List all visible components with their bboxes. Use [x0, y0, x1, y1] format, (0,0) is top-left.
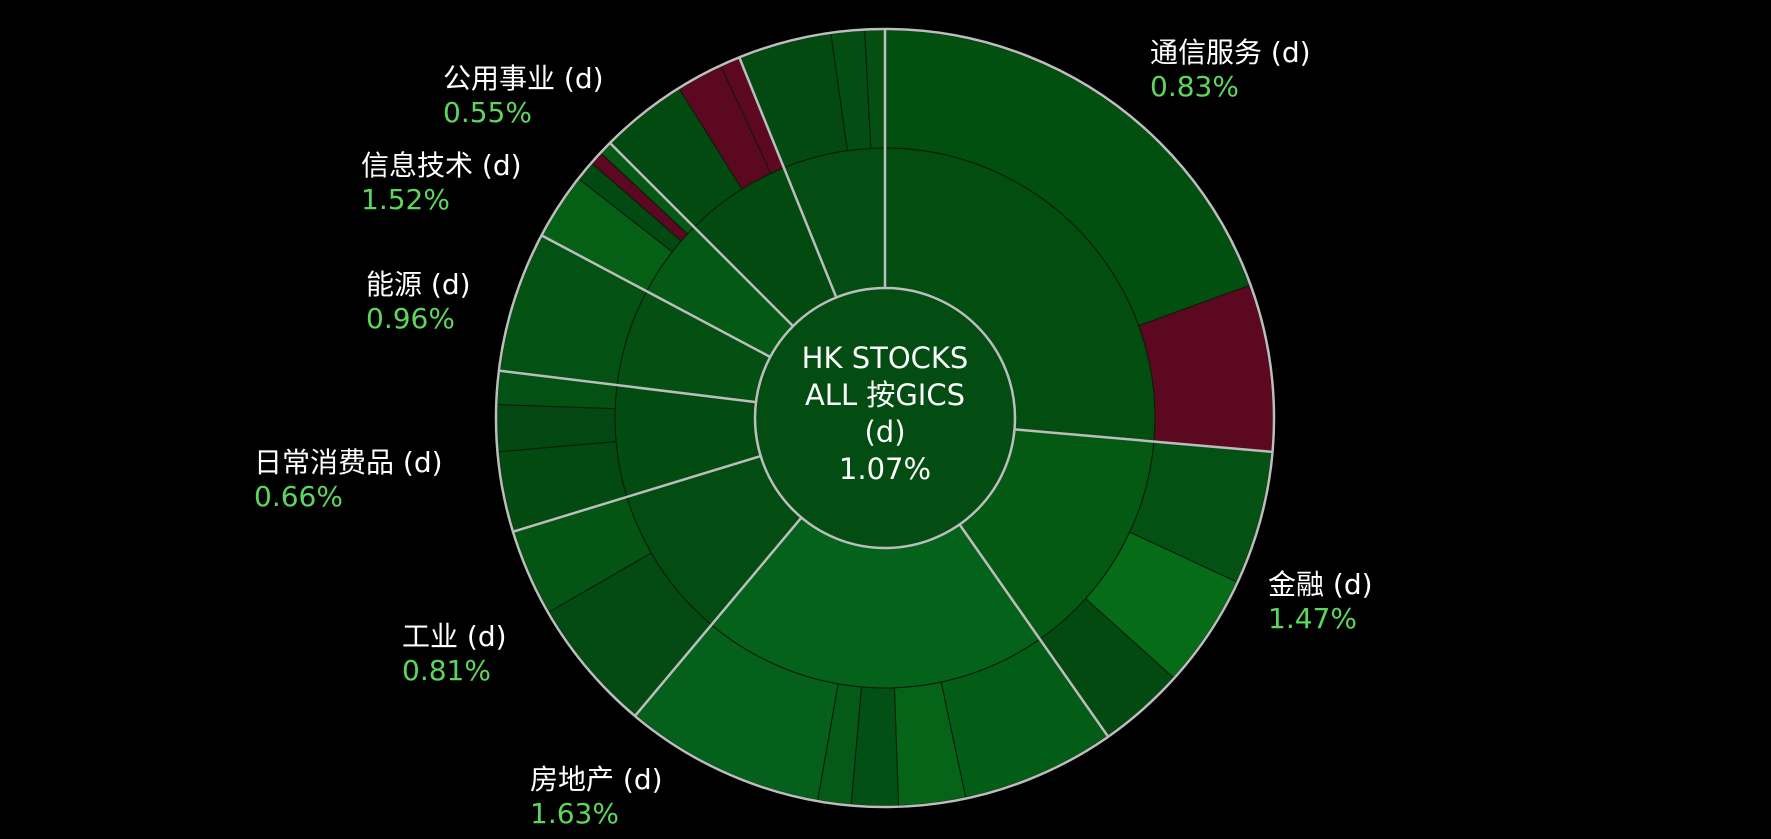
sector-name: 工业 (d) — [402, 620, 507, 653]
sector-divider — [513, 454, 762, 533]
sector-change: 0.83% — [1150, 70, 1239, 103]
label-industrials[interactable]: 工业 (d) 0.81% — [402, 620, 507, 688]
label-energy[interactable]: 能源 (d) 0.96% — [366, 268, 471, 336]
sector-divider — [609, 142, 794, 327]
sector-name: 通信服务 (d) — [1150, 36, 1311, 69]
sector-divider — [738, 57, 838, 298]
sector-change: 1.47% — [1268, 602, 1357, 635]
label-consumer-staples[interactable]: 日常消费品 (d) 0.66% — [254, 446, 443, 514]
sector-change: 0.66% — [254, 480, 343, 513]
sector-name: 公用事业 (d) — [443, 62, 604, 95]
label-comm-services[interactable]: 通信服务 (d) 0.83% — [1150, 36, 1311, 104]
sector-name: 日常消费品 (d) — [254, 446, 443, 479]
sector-divider — [541, 234, 771, 359]
label-financials[interactable]: 金融 (d) 1.47% — [1268, 568, 1373, 636]
center-title-line2: ALL 按GICS — [804, 378, 966, 412]
center-label: HK STOCKS ALL 按GICS (d) 1.07% — [760, 340, 1010, 488]
label-real-estate[interactable]: 房地产 (d) 1.63% — [530, 763, 663, 831]
center-value: 1.07% — [838, 452, 932, 486]
sector-divider — [499, 369, 757, 404]
outer-ring-outline — [494, 27, 1276, 809]
center-title-line3: (d) — [864, 415, 906, 449]
center-disc[interactable] — [753, 286, 1017, 550]
sector-divider — [1014, 428, 1272, 454]
label-utilities[interactable]: 公用事业 (d) 0.55% — [443, 62, 604, 130]
sector-name: 金融 (d) — [1268, 568, 1373, 601]
subsector-ring — [496, 29, 1274, 807]
sector-change: 0.81% — [402, 654, 491, 687]
center-title-line1: HK STOCKS — [801, 341, 969, 375]
sector-change: 0.55% — [443, 96, 532, 129]
sector-divider — [634, 516, 803, 717]
label-info-tech[interactable]: 信息技术 (d) 1.52% — [361, 149, 522, 217]
sector-change: 1.63% — [530, 797, 619, 830]
sector-change: 0.96% — [366, 302, 455, 335]
sector-change: 1.52% — [361, 183, 450, 216]
sector-divider — [958, 523, 1109, 737]
sector-name: 房地产 (d) — [530, 763, 663, 796]
sector-name: 信息技术 (d) — [361, 149, 522, 182]
sector-dividers — [499, 30, 1272, 737]
sector-name: 能源 (d) — [366, 268, 471, 301]
